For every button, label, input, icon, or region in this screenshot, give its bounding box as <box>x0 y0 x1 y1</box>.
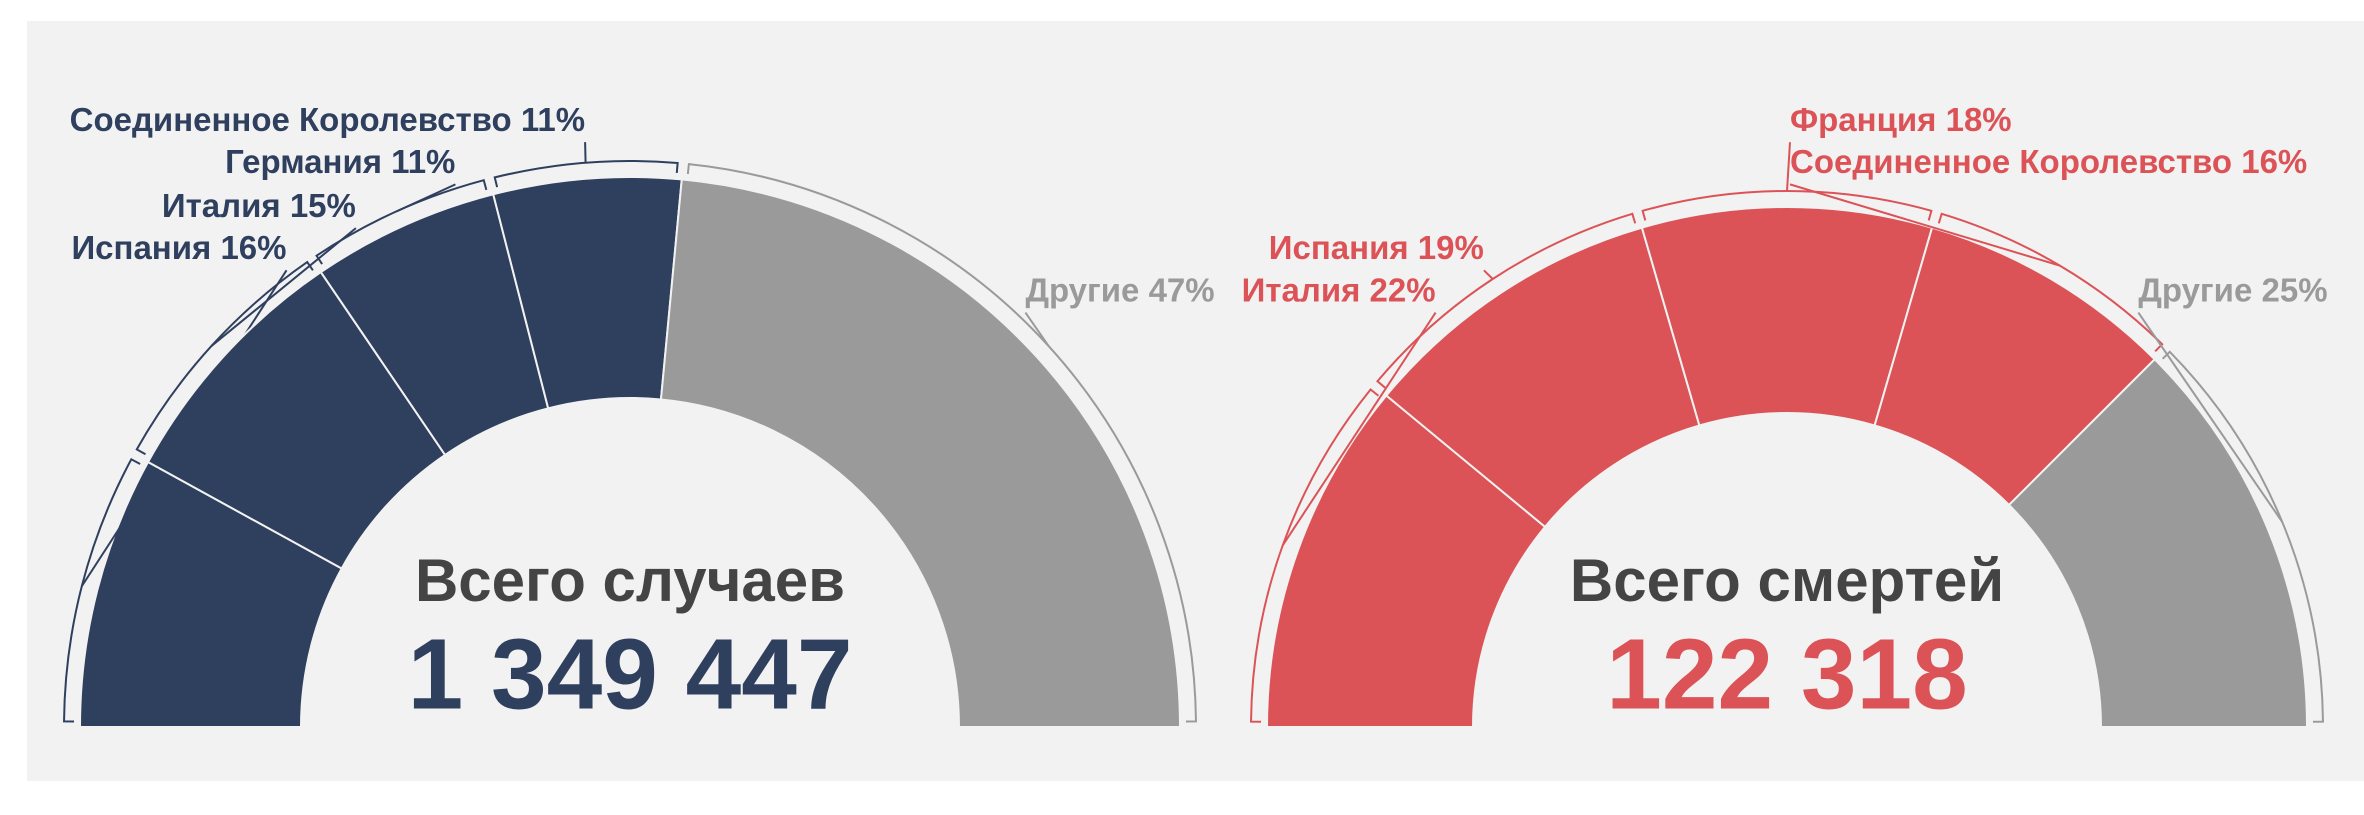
data-label: Италия 22% <box>1242 271 1436 308</box>
data-label: Другие 47% <box>1025 271 1214 308</box>
label-bracket <box>1641 190 1933 221</box>
label-leader <box>210 227 357 347</box>
label-bracket <box>1937 212 2164 353</box>
label-leader <box>1281 312 1437 546</box>
center-title: Всего смертей <box>1570 547 2004 614</box>
segment <box>659 178 1182 728</box>
data-label: Соединенное Королевство 16% <box>1790 143 2307 180</box>
label-bracket <box>315 178 488 265</box>
center-total: 1 349 447 <box>408 618 853 730</box>
label-bracket <box>1376 212 1637 389</box>
label-leader <box>1483 269 1494 280</box>
label-leader <box>1024 311 1050 347</box>
data-label: Испания 16% <box>71 229 286 266</box>
center-title: Всего случаев <box>415 547 845 614</box>
data-label: Другие 25% <box>2138 271 2327 308</box>
data-label: Италия 15% <box>162 187 356 224</box>
label-leader <box>1786 142 1791 192</box>
label-leader <box>2137 311 2284 523</box>
data-label: Германия 11% <box>225 143 455 180</box>
data-label: Франция 18% <box>1790 101 2012 138</box>
data-label: Испания 19% <box>1269 229 1484 266</box>
label-leader <box>396 183 456 213</box>
data-label: Соединенное Королевство 11% <box>70 101 585 138</box>
label-leader <box>1789 183 2061 267</box>
segment <box>2007 357 2309 728</box>
center-total: 122 318 <box>1606 618 1967 730</box>
